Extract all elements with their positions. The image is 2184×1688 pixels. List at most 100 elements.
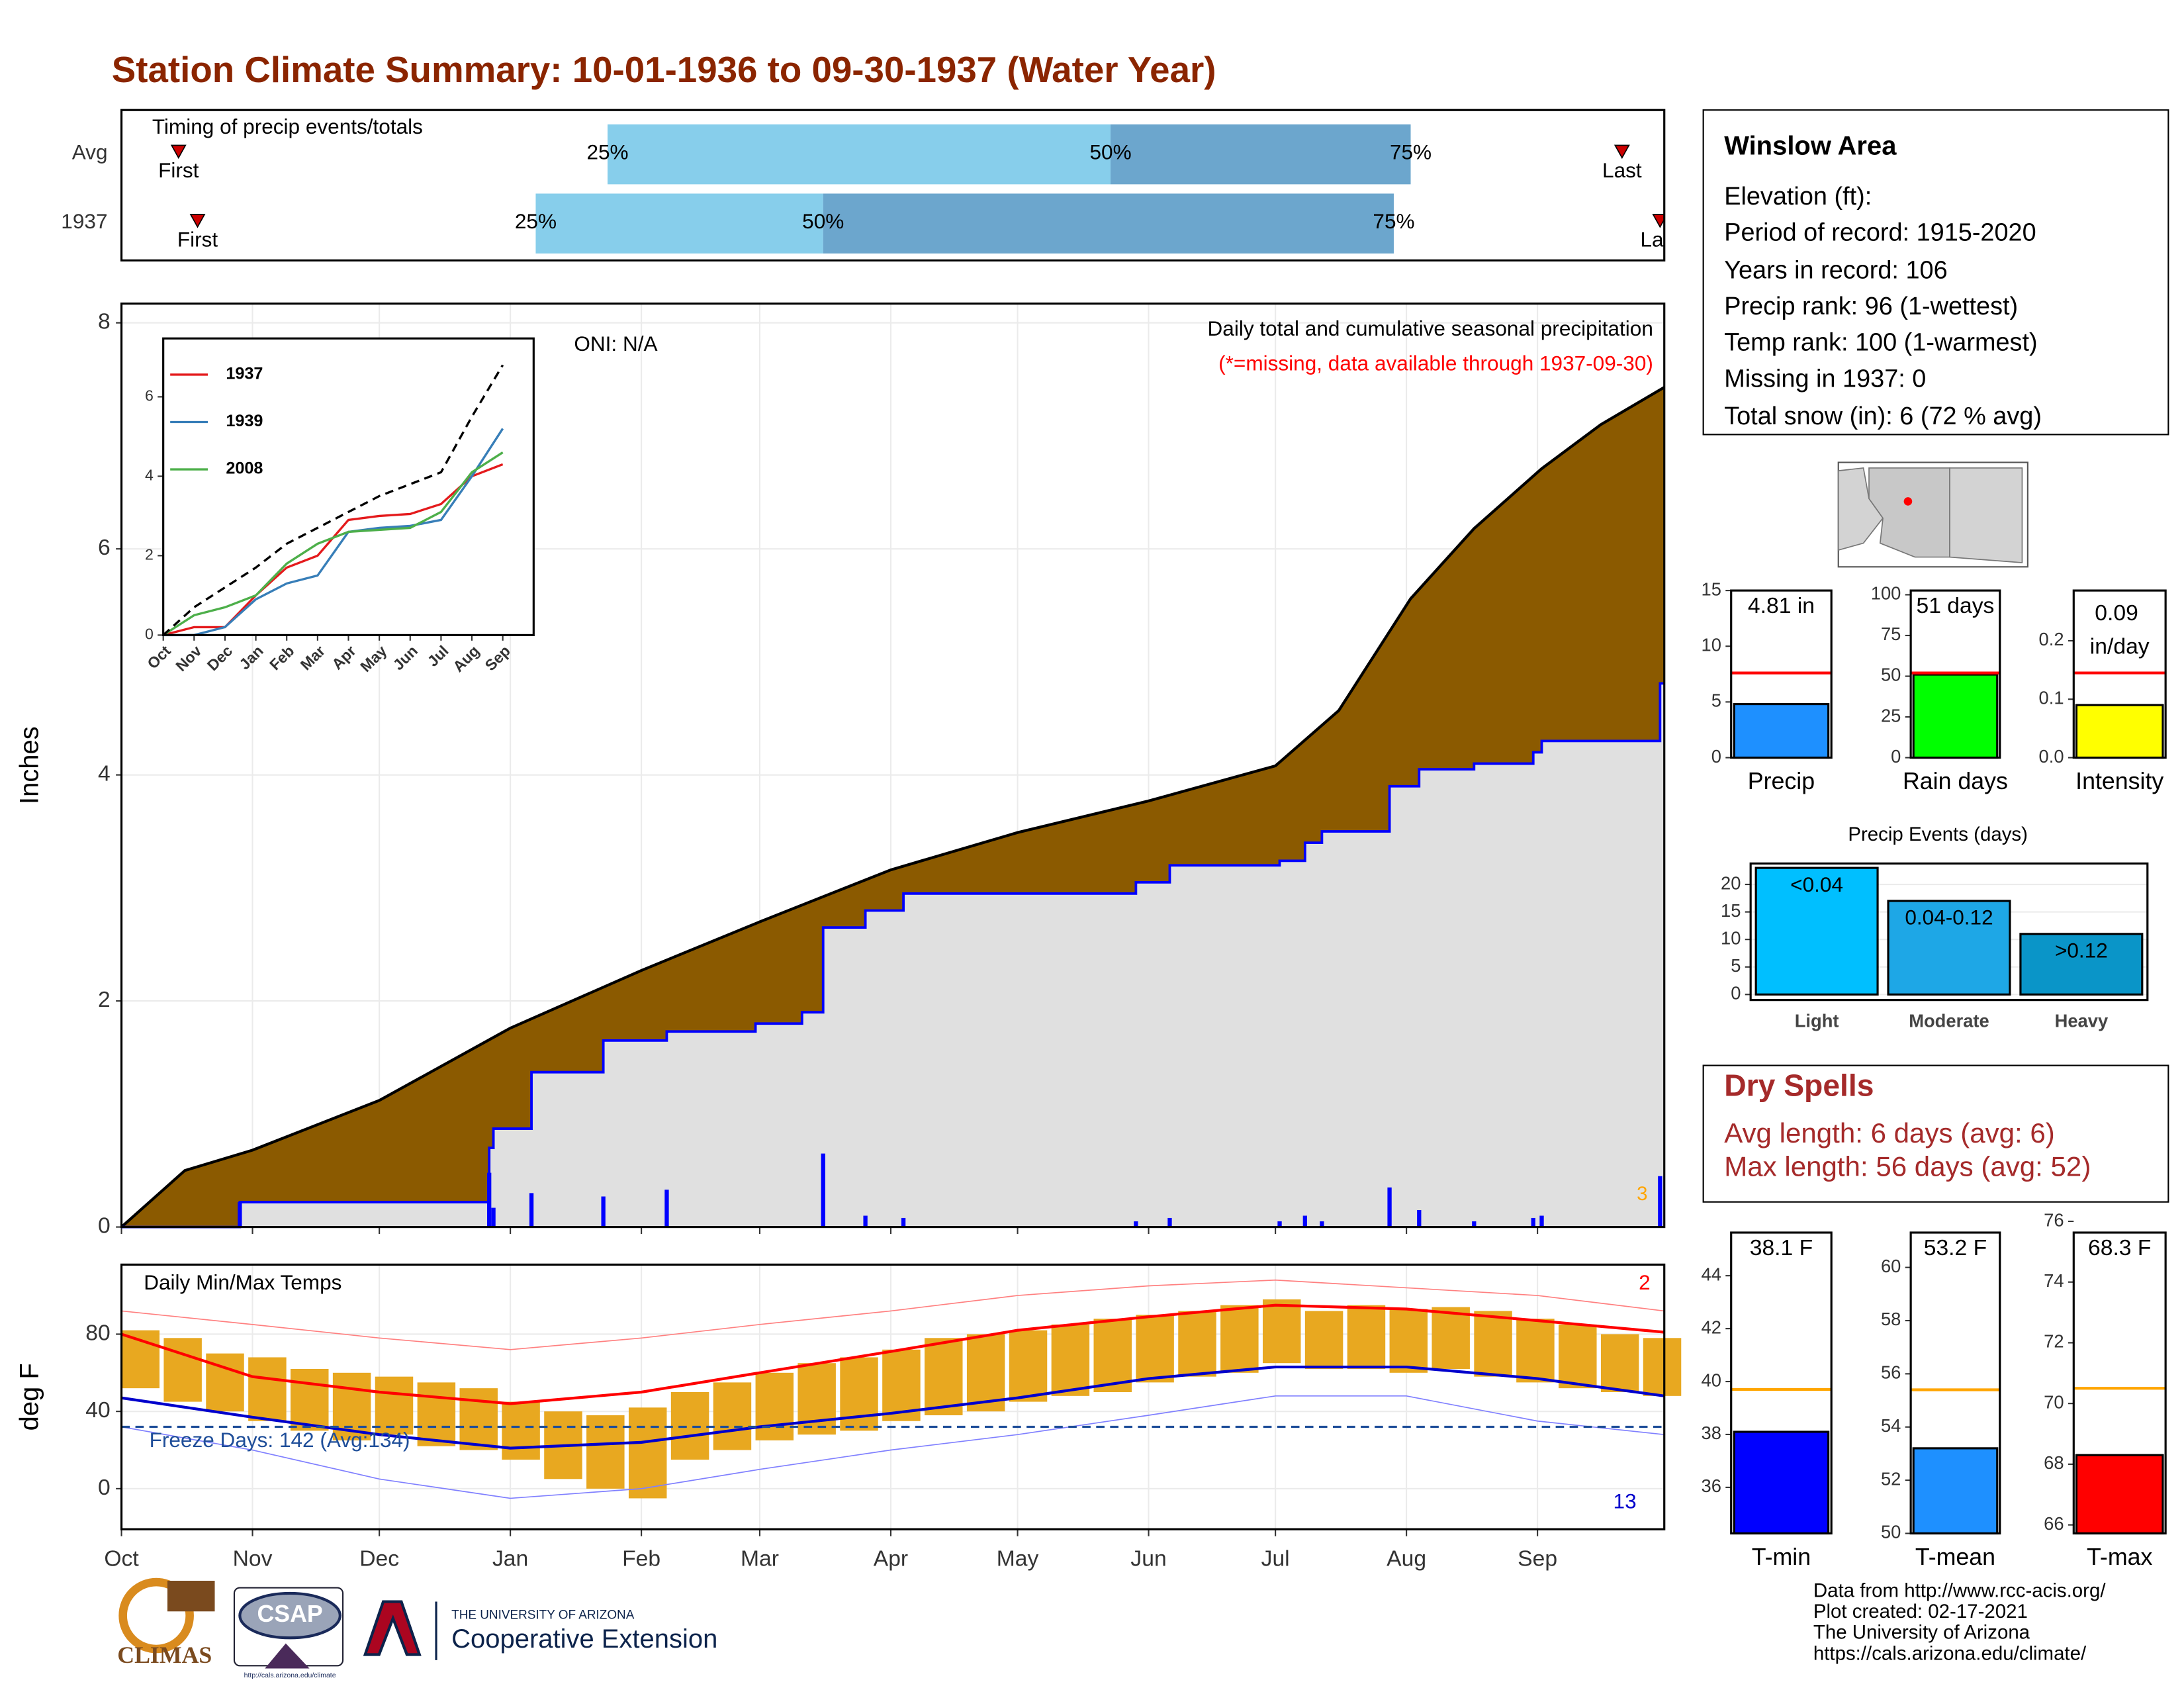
daily-bar: [601, 1196, 606, 1227]
bar: [1912, 1447, 1999, 1535]
value-label: 38.1 F: [1750, 1236, 1813, 1260]
percent-label: 25%: [515, 209, 557, 233]
map-state: [1868, 467, 1950, 558]
y-tick-label: 50: [1881, 1522, 1901, 1542]
daily-range: [417, 1382, 456, 1446]
cumulative-line: [121, 682, 1664, 1229]
series-line: [162, 451, 504, 636]
ua-extension: Cooperative Extension: [451, 1624, 717, 1654]
annotation: 2: [1639, 1270, 1651, 1294]
y-tick-label: 25: [1881, 705, 1901, 726]
panel-frame: [120, 109, 1666, 262]
panel-frame: [1909, 1231, 2001, 1535]
y-tick-label: 4: [98, 762, 111, 786]
annotation: 3: [1637, 1183, 1647, 1205]
event-label: Last: [1641, 227, 1680, 251]
ua-name: THE UNIVERSITY OF ARIZONA: [451, 1609, 635, 1622]
daily-range: [966, 1334, 1005, 1412]
daily-range: [797, 1363, 836, 1435]
daily-range: [1262, 1299, 1301, 1364]
daily-range: [628, 1407, 667, 1499]
category-label: T-mean: [1915, 1544, 1995, 1570]
category-label: Moderate: [1909, 1011, 1989, 1031]
annotation: (*=missing, data available through 1937-…: [1218, 352, 1653, 375]
daily-range: [1220, 1305, 1259, 1373]
daily-bar: [1302, 1215, 1308, 1227]
y-tick-label: 66: [2044, 1513, 2064, 1534]
daily-bar: [1658, 1176, 1662, 1227]
panel-frame: [1730, 589, 1833, 759]
category-label: Heavy: [2055, 1011, 2109, 1031]
y-tick-label: 6: [98, 536, 111, 560]
y-tick-label: 54: [1881, 1415, 1901, 1436]
y-tick-label: 6: [145, 387, 154, 404]
panel-frame: [162, 337, 535, 636]
x-tick-label: Oct: [104, 1546, 139, 1571]
dry-spells-box: Dry Spells Avg length: 6 days (avg: 6) M…: [1702, 1064, 2169, 1203]
station-line: Period of record: 1915-2020: [1724, 218, 2036, 246]
daily-range: [670, 1391, 709, 1460]
x-tick-label: Mar: [741, 1546, 779, 1571]
x-tick-label: Jun: [1130, 1546, 1166, 1571]
panel-frame: [1749, 862, 2149, 1002]
station-line: Total snow (in): 6 (72 % avg): [1724, 402, 2042, 430]
cumulative-line: [120, 386, 1665, 1229]
timing-bar: [608, 124, 1111, 185]
daily-range: [1178, 1311, 1216, 1377]
credit-line: The University of Arizona: [1813, 1622, 2030, 1644]
daily-bar: [1134, 1221, 1138, 1227]
daily-range: [755, 1372, 794, 1440]
panel-frame: [2072, 1231, 2167, 1535]
x-tick-label: Jul: [1261, 1546, 1290, 1571]
daily-bar: [1539, 1215, 1544, 1227]
y-tick-label: 10: [1702, 634, 1721, 655]
legend-label: 1937: [226, 365, 263, 383]
daily-bar: [1387, 1187, 1392, 1227]
daily-range: [1136, 1315, 1174, 1383]
legend-label: 2008: [226, 459, 263, 478]
daily-bar: [529, 1193, 534, 1227]
daily-bar: [1531, 1217, 1535, 1227]
climas-logo: CLIMAS: [117, 1642, 212, 1668]
y-tick-label: 74: [2044, 1270, 2064, 1291]
y-axis-label: deg F: [15, 1363, 44, 1430]
y-tick-label: 56: [1881, 1362, 1901, 1383]
class-label: 0.04-0.12: [1905, 906, 1993, 929]
bar: [1733, 703, 1830, 759]
station-line: Temp rank: 100 (1-warmest): [1724, 329, 2037, 357]
station-line: Missing in 1937: 0: [1724, 365, 1926, 393]
daily-range: [375, 1376, 414, 1435]
panel-frame: [120, 303, 1666, 1229]
station-dot: [1903, 497, 1913, 506]
bar: [2075, 1454, 2164, 1535]
event-marker: [1614, 144, 1630, 160]
y-tick-label: 8: [98, 310, 111, 334]
y-tick-label: 15: [1721, 900, 1741, 921]
credits: Data from http://www.rcc-acis.org/ Plot …: [1813, 1580, 2106, 1665]
percent-label: 25%: [586, 140, 628, 164]
value-label: 4.81 in: [1748, 594, 1815, 618]
event-marker: [170, 144, 187, 160]
panel-frame: [2072, 589, 2167, 759]
daily-range: [1600, 1334, 1639, 1392]
page-title: Station Climate Summary: 10-01-1936 to 0…: [112, 49, 1216, 90]
inset-background: [163, 338, 534, 635]
daily-range: [502, 1401, 540, 1460]
category-label: Light: [1795, 1011, 1839, 1031]
category-label: Rain days: [1903, 768, 2008, 794]
y-tick-label: 0: [98, 1213, 111, 1238]
bar: [1754, 867, 1879, 996]
daily-range: [1009, 1330, 1048, 1402]
daily-range: [1474, 1311, 1512, 1377]
y-tick-label: 58: [1881, 1309, 1901, 1329]
daily-bar: [491, 1207, 496, 1227]
climas-emblem: [167, 1580, 215, 1612]
station-line: Elevation (ft):: [1724, 183, 1872, 211]
y-tick-label: 60: [1881, 1256, 1901, 1276]
y-tick-label: 0.2: [2039, 629, 2064, 649]
y-tick-label: 5: [1731, 955, 1741, 976]
daily-range: [459, 1388, 498, 1450]
y-axis-label: Inches: [15, 726, 44, 804]
event-label: First: [158, 158, 199, 182]
